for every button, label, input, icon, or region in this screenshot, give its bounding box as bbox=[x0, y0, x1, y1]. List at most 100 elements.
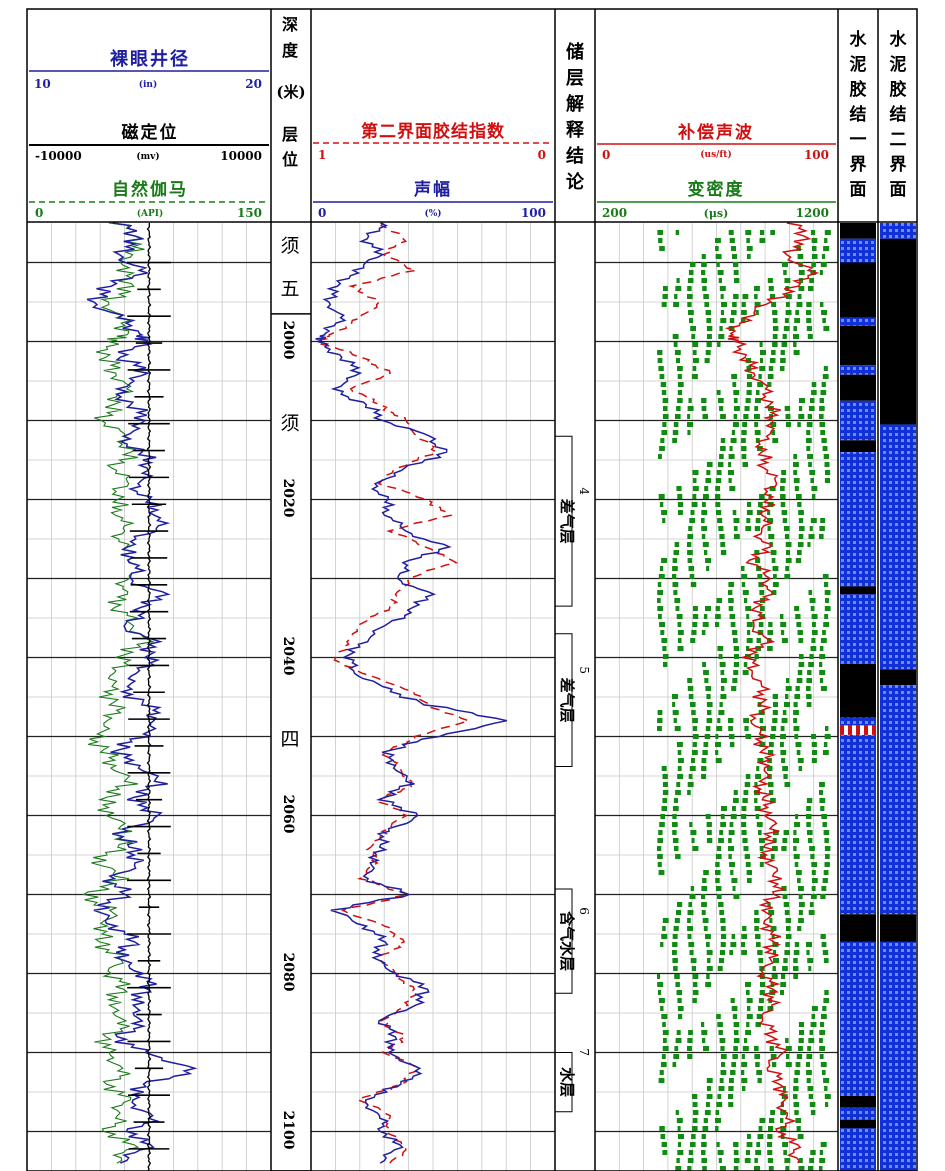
vdl-mark bbox=[820, 1142, 827, 1147]
vdl-mark bbox=[810, 398, 815, 403]
vdl-mark bbox=[672, 814, 677, 819]
vdl-mark bbox=[733, 662, 739, 667]
vdl-mark bbox=[673, 590, 678, 595]
vdl-mark bbox=[809, 902, 814, 907]
vdl-mark bbox=[659, 374, 665, 379]
vdl-mark bbox=[747, 630, 751, 635]
vdl-mark bbox=[689, 318, 694, 323]
caliper-min: 10 bbox=[34, 77, 51, 91]
vdl-mark bbox=[808, 966, 812, 971]
vdl-mark bbox=[731, 374, 738, 379]
vdl-mark bbox=[732, 382, 737, 387]
vdl-mark bbox=[819, 398, 824, 403]
vdl-mark bbox=[744, 854, 750, 859]
vdl-mark bbox=[771, 302, 777, 307]
vdl-mark bbox=[689, 950, 694, 955]
vdl-mark bbox=[702, 1126, 709, 1131]
vdl-mark bbox=[692, 974, 699, 979]
vdl-mark bbox=[754, 1158, 758, 1163]
vdl-mark bbox=[657, 350, 663, 355]
vdl-mark bbox=[811, 742, 817, 747]
vdl-mark bbox=[797, 422, 801, 427]
vdl-mark bbox=[782, 766, 788, 771]
bond1-title-char-6: 界 bbox=[850, 155, 867, 175]
vdl-mark bbox=[758, 1126, 763, 1131]
vdl-mark bbox=[785, 310, 792, 315]
vdl-mark bbox=[772, 590, 777, 595]
vdl-mark bbox=[796, 622, 802, 627]
bond1-interval bbox=[840, 717, 876, 726]
vdl-mark bbox=[806, 678, 812, 683]
vdl-mark bbox=[706, 822, 712, 827]
vdl-mark bbox=[715, 862, 720, 867]
vdl-mark bbox=[780, 350, 785, 355]
vdl-mark bbox=[702, 1038, 706, 1043]
vdl-mark bbox=[731, 430, 736, 435]
vdl-mark bbox=[660, 814, 665, 819]
vdl-mark bbox=[795, 686, 800, 691]
vdl-mark bbox=[780, 358, 786, 363]
vdl-mark bbox=[703, 870, 709, 875]
vdl-mark bbox=[744, 1158, 751, 1163]
vdl-mark bbox=[702, 878, 707, 883]
vdl-mark bbox=[755, 398, 761, 403]
vdl-mark bbox=[794, 606, 800, 611]
interp-layer-label: 差气层 bbox=[558, 678, 576, 723]
vdl-mark bbox=[673, 718, 677, 723]
vdl-mark bbox=[767, 518, 773, 523]
header-track3: 补偿声波 0 (us/ft) 100 变密度 200 (μs) 1200 bbox=[597, 122, 836, 220]
vdl-mark bbox=[821, 310, 828, 315]
vdl-mark bbox=[741, 1062, 748, 1067]
vdl-mark bbox=[745, 862, 751, 867]
bond1-interval bbox=[840, 374, 876, 401]
vdl-mark bbox=[746, 998, 753, 1003]
vdl-mark bbox=[759, 718, 764, 723]
vdl-mark bbox=[688, 526, 693, 531]
vdl-mark bbox=[807, 1046, 812, 1051]
vdl-mark bbox=[693, 358, 699, 363]
vdl-mark bbox=[819, 1030, 826, 1035]
interp-layer-label: 水层 bbox=[558, 1067, 576, 1097]
vdl-mark bbox=[720, 310, 724, 315]
vdl-mark bbox=[733, 1046, 738, 1051]
vdl-mark bbox=[672, 558, 677, 563]
vdl-mark bbox=[769, 1046, 774, 1051]
vdl-mark bbox=[820, 518, 825, 523]
vdl-mark bbox=[673, 302, 680, 307]
vdl-mark bbox=[759, 838, 765, 843]
vdl-mark bbox=[732, 302, 737, 307]
vdl-mark bbox=[676, 486, 682, 491]
vdl-mark bbox=[718, 334, 725, 339]
vdl-mark bbox=[754, 910, 759, 915]
vdl-mark bbox=[755, 774, 762, 779]
vdl-mark bbox=[755, 310, 759, 315]
vdl-mark bbox=[720, 318, 727, 323]
vdl-mark bbox=[672, 950, 677, 955]
vdl-mark bbox=[824, 862, 830, 867]
vdl-mark bbox=[742, 1086, 746, 1091]
vdl-mark bbox=[717, 398, 724, 403]
vdl-mark bbox=[719, 534, 725, 539]
vdl-mark bbox=[747, 1134, 751, 1139]
vdl-mark bbox=[687, 678, 692, 683]
vdl-mark bbox=[657, 846, 662, 851]
vdl-mark bbox=[688, 310, 694, 315]
vdl-mark bbox=[705, 726, 711, 731]
vdl-mark bbox=[741, 1054, 745, 1059]
vdl-mark bbox=[754, 1046, 759, 1051]
bond-index-title: 第二界面胶结指数 bbox=[361, 121, 505, 142]
vdl-mark bbox=[773, 702, 778, 707]
vdl-mark bbox=[798, 638, 804, 643]
bond2-title-char-2: 泥 bbox=[890, 54, 907, 75]
bond2-interval bbox=[880, 669, 916, 686]
bond1-title-char-1: 水 bbox=[850, 29, 868, 50]
vdl-mark bbox=[759, 238, 766, 243]
vdl-mark bbox=[701, 1022, 705, 1027]
vdl-mark bbox=[781, 510, 788, 515]
vdl-mark bbox=[755, 1022, 761, 1027]
vdl-mark bbox=[783, 958, 788, 963]
vdl-mark bbox=[785, 558, 792, 563]
vdl-mark bbox=[757, 1006, 764, 1011]
vdl-mark bbox=[688, 694, 694, 699]
